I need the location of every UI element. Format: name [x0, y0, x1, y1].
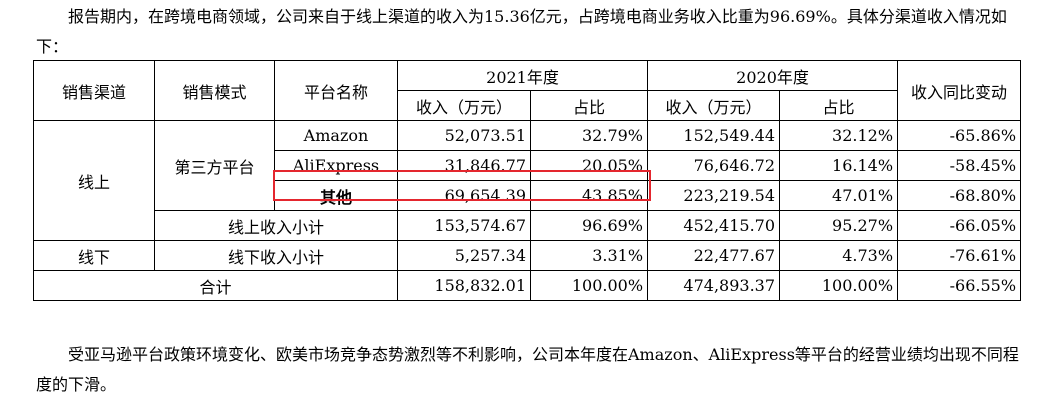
- revenue-2020: 152,549.44: [647, 120, 781, 151]
- header-year-2020: 2020年度: [647, 60, 899, 91]
- share-2021: 96.69%: [529, 210, 649, 241]
- online-subtotal-label: 线上收入小计: [154, 210, 398, 241]
- yoy-change: -68.80%: [897, 180, 1022, 211]
- share-2020: 95.27%: [779, 210, 899, 241]
- header-row-2: 收入（万元） 占比 收入（万元） 占比: [34, 90, 1021, 121]
- revenue-2020: 22,477.67: [647, 240, 781, 271]
- intro-paragraph: 报告期内，在跨境电商领域，公司来自于线上渠道的收入为15.36亿元，占跨境电商业…: [36, 7, 1007, 56]
- mode-third-party: 第三方平台: [154, 120, 275, 211]
- offline-row: 线下 线下收入小计 5,257.34 3.31% 22,477.67 4.73%…: [33, 240, 1022, 271]
- yoy-change: -76.61%: [897, 240, 1022, 271]
- share-2021: 43.85%: [529, 180, 649, 211]
- platform-name: AliExpress: [274, 150, 398, 181]
- revenue-2020: 76,646.72: [647, 150, 781, 181]
- table-row: 线上 第三方平台 Amazon 52,073.51 32.79% 152,549…: [33, 120, 1022, 241]
- header-year-2021: 2021年度: [396, 60, 649, 91]
- platform-name: 其他: [274, 180, 398, 211]
- yoy-change: -58.45%: [897, 150, 1022, 181]
- share-2020: 16.14%: [779, 150, 899, 181]
- offline-subtotal-label: 线下收入小计: [154, 240, 398, 271]
- table-row: 其他 69,654.39 43.85% 223,219.54 47.01% -6…: [34, 180, 1022, 211]
- share-2021: 3.31%: [529, 240, 649, 271]
- header-platform: 平台名称: [274, 60, 398, 121]
- share-2020: 100.00%: [779, 270, 899, 301]
- share-2020: 4.73%: [779, 240, 899, 271]
- revenue-2021: 158,832.01: [397, 270, 531, 301]
- channel-online: 线上: [33, 120, 155, 241]
- channel-offline: 线下: [33, 240, 155, 271]
- total-row: 合计 158,832.01 100.00% 474,893.37 100.00%…: [33, 270, 1022, 301]
- header-revenue-2020: 收入（万元）: [647, 90, 781, 121]
- share-2021: 20.05%: [529, 150, 649, 181]
- yoy-change: -66.05%: [897, 210, 1022, 241]
- revenue-2020: 223,219.54: [647, 180, 781, 211]
- header-mode: 销售模式: [154, 60, 275, 121]
- revenue-2021: 5,257.34: [397, 240, 531, 271]
- total-label: 合计: [33, 270, 398, 301]
- revenue-2021: 31,846.77: [397, 150, 531, 181]
- table-row: AliExpress 31,846.77 20.05% 76,646.72 16…: [34, 150, 1022, 181]
- share-2021: 32.79%: [529, 120, 649, 151]
- platform-name: Amazon: [274, 120, 398, 151]
- header-share-2020: 占比: [779, 90, 899, 121]
- header-yoy: 收入同比变动: [897, 60, 1022, 121]
- revenue-2021: 153,574.67: [397, 210, 531, 241]
- header-revenue-2021: 收入（万元）: [397, 90, 531, 121]
- revenue-2020: 452,415.70: [647, 210, 781, 241]
- revenue-2021: 69,654.39: [397, 180, 531, 211]
- revenue-2020: 474,893.37: [647, 270, 781, 301]
- share-2020: 32.12%: [779, 120, 899, 151]
- header-share-2021: 占比: [529, 90, 649, 121]
- revenue-2021: 52,073.51: [397, 120, 531, 151]
- header-row-1: 销售渠道 销售模式 平台名称 2021年度 2020年度 收入同比变动: [33, 60, 1022, 121]
- online-subtotal-row: 线上收入小计 153,574.67 96.69% 452,415.70 95.2…: [34, 210, 1022, 241]
- share-2021: 100.00%: [529, 270, 649, 301]
- header-channel: 销售渠道: [33, 60, 155, 121]
- share-2020: 47.01%: [779, 180, 899, 211]
- closing-paragraph: 受亚马逊平台政策环境变化、欧美市场竞争态势激烈等不利影响，公司本年度在Amazo…: [36, 345, 1019, 394]
- yoy-change: -66.55%: [897, 270, 1022, 301]
- revenue-by-channel-table: 销售渠道 销售模式 平台名称 2021年度 2020年度 收入同比变动 收入（万…: [33, 60, 1022, 301]
- yoy-change: -65.86%: [897, 120, 1022, 151]
